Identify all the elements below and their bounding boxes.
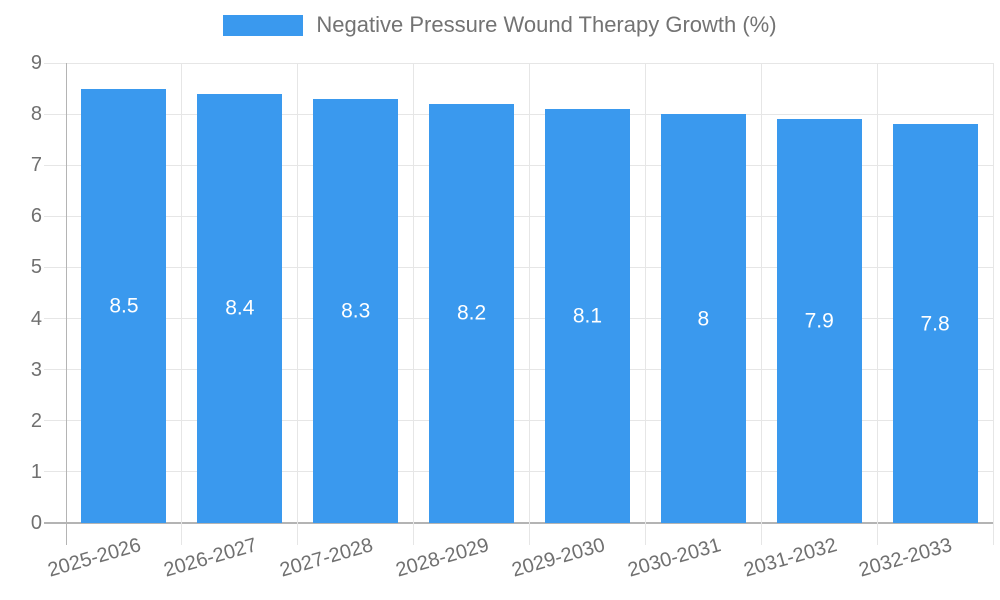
bar-value-label: 8.1 <box>572 304 603 328</box>
y-axis-tick-label: 9 <box>30 52 42 74</box>
plot-area: 0 1 2 3 4 5 6 7 8 9 8.5 2025-2026 8.4 2026-2027 8.3 202… <box>31 53 994 582</box>
x-gridline <box>529 63 530 545</box>
y-gridline <box>44 113 993 115</box>
x-gridline <box>413 63 415 545</box>
y-axis-tick-label: 6 <box>30 205 42 228</box>
x-gridline <box>876 63 878 545</box>
bar-value-label: 8 <box>697 307 710 331</box>
y-gridline <box>44 318 993 320</box>
bar[interactable]: 8.1 <box>544 109 630 523</box>
y-gridline <box>44 266 993 268</box>
x-axis-tick-label: 2026-2027 <box>161 534 260 582</box>
x-gridline <box>181 63 183 545</box>
bar[interactable]: 7.8 <box>892 124 978 523</box>
y-axis-tick-label: 5 <box>30 256 42 279</box>
bar[interactable]: 7.9 <box>776 119 862 523</box>
bar[interactable]: 8.5 <box>81 88 167 523</box>
y-gridline <box>44 420 993 422</box>
legend-item-growth[interactable]: Negative Pressure Wound Therapy Growth (… <box>223 12 777 37</box>
x-gridline <box>297 63 299 545</box>
bar[interactable]: 8.4 <box>197 93 283 523</box>
x-gridline <box>644 63 646 545</box>
bar[interactable]: 8 <box>660 114 746 523</box>
bar-value-label: 8.4 <box>225 296 255 320</box>
y-gridline <box>44 215 993 217</box>
y-axis-tick-label: 1 <box>30 460 42 483</box>
legend-swatch <box>223 14 304 36</box>
y-axis-tick-label: 8 <box>30 103 42 126</box>
y-gridline <box>44 369 993 371</box>
x-axis-tick-label: 2030-2031 <box>625 534 724 582</box>
x-axis-tick-label: 2031-2032 <box>740 534 839 582</box>
bar-value-label: 8.5 <box>109 294 139 318</box>
x-axis-tick-label: 2025-2026 <box>45 534 144 582</box>
y-axis-tick-label: 0 <box>30 512 42 534</box>
legend-label: Negative Pressure Wound Therapy Growth (… <box>316 12 777 37</box>
bar-value-label: 8.3 <box>341 299 371 323</box>
bar-value-label: 8.2 <box>456 301 487 325</box>
bar-value-label: 7.9 <box>804 309 834 333</box>
x-axis-tick-label: 2029-2030 <box>509 534 608 582</box>
y-axis-tick-label: 2 <box>30 409 42 432</box>
y-axis-line <box>65 63 67 545</box>
bar-value-label: 7.8 <box>920 312 950 336</box>
chart-legend: Negative Pressure Wound Therapy Growth (… <box>0 14 1000 36</box>
x-axis-line <box>44 522 993 524</box>
x-axis-tick-label: 2028-2029 <box>393 534 492 582</box>
y-axis-tick-label: 3 <box>30 358 42 381</box>
x-axis-tick-label: 2032-2033 <box>856 534 955 582</box>
bar[interactable]: 8.3 <box>313 98 399 523</box>
x-gridline <box>992 63 994 545</box>
y-axis-tick-label: 4 <box>30 307 42 330</box>
y-axis-tick-label: 7 <box>30 154 42 177</box>
x-gridline <box>760 63 762 545</box>
y-gridline <box>44 164 993 166</box>
x-axis-tick-label: 2027-2028 <box>277 534 376 582</box>
bar[interactable]: 8.2 <box>429 103 515 523</box>
y-gridline <box>44 471 993 473</box>
y-gridline <box>44 62 993 64</box>
